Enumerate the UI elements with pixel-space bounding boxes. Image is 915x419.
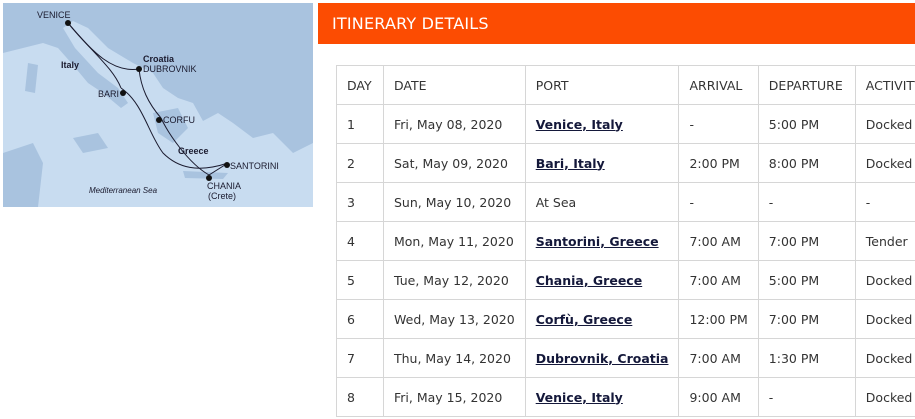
cell-departure: 5:00 PM	[757, 260, 856, 300]
cell-departure: -	[757, 182, 856, 222]
cell-arrival: 12:00 PM	[678, 299, 759, 339]
cell-activity: Docked	[854, 377, 915, 417]
cell-port: At Sea	[524, 182, 680, 222]
cell-date: Wed, May 13, 2020	[383, 299, 526, 339]
port-link[interactable]: Venice, Italy	[535, 116, 623, 132]
port-link[interactable]: Bari, Italy	[535, 155, 605, 171]
table-row: 5 Tue, May 12, 2020 Chania, Greece 7:00 AM 5…	[336, 260, 915, 300]
cell-day: 3	[336, 182, 384, 222]
column-header: ARRIVAL	[678, 65, 759, 105]
cell-port: Dubrovnik, Croatia	[524, 338, 680, 378]
column-header: ACTIVITY*	[854, 65, 915, 105]
port-link[interactable]: Dubrovnik, Croatia	[535, 350, 669, 366]
table-row: 2 Sat, May 09, 2020 Bari, Italy 2:00 PM 8:00…	[336, 143, 915, 183]
itinerary-header: ITINERARY DETAILS	[318, 3, 915, 44]
route-map: VENICE Italy Croatia DUBROVNIK BARI CORF…	[3, 3, 313, 207]
cell-activity: Docked	[854, 338, 915, 378]
cell-departure: 5:00 PM	[757, 104, 856, 144]
map-label-italy: Italy	[61, 60, 79, 70]
cell-date: Thu, May 14, 2020	[383, 338, 526, 378]
map-label-venice: VENICE	[37, 10, 71, 20]
table-row: 6 Wed, May 13, 2020 Corfù, Greece 12:00 PM 7…	[336, 299, 915, 339]
column-header: DAY	[336, 65, 384, 105]
port-dots	[65, 20, 230, 181]
cell-day: 4	[336, 221, 384, 261]
cell-departure: 1:30 PM	[757, 338, 856, 378]
cell-arrival: -	[678, 104, 759, 144]
port-link[interactable]: Corfù, Greece	[535, 311, 633, 327]
cell-activity: Docked	[854, 260, 915, 300]
cell-port: Corfù, Greece	[524, 299, 680, 339]
cell-port: Chania, Greece	[524, 260, 680, 300]
column-header: DATE	[383, 65, 526, 105]
cell-port: Venice, Italy	[524, 104, 680, 144]
map-label-bari: BARI	[98, 89, 119, 99]
cell-activity: Docked	[854, 143, 915, 183]
port-link[interactable]: Chania, Greece	[535, 272, 643, 288]
cell-arrival: 2:00 PM	[678, 143, 759, 183]
cell-departure: 7:00 PM	[757, 299, 856, 339]
port-link[interactable]: Santorini, Greece	[535, 233, 659, 249]
cell-arrival: 7:00 AM	[678, 338, 759, 378]
itinerary-table: DAYDATEPORTARRIVALDEPARTUREACTIVITY* 1Fr…	[336, 65, 915, 417]
cell-departure: 8:00 PM	[757, 143, 856, 183]
land	[3, 3, 313, 207]
map-label-santorini: SANTORINI	[230, 161, 279, 171]
cell-arrival: -	[678, 182, 759, 222]
cell-activity: Tender	[854, 221, 915, 261]
cell-port: Santorini, Greece	[524, 221, 680, 261]
map-label-dubrovnik: DUBROVNIK	[143, 64, 197, 74]
cell-arrival: 7:00 AM	[678, 221, 759, 261]
cell-date: Fri, May 15, 2020	[383, 377, 526, 417]
cell-day: 6	[336, 299, 384, 339]
cell-date: Sun, May 10, 2020	[383, 182, 526, 222]
cell-date: Sat, May 09, 2020	[383, 143, 526, 183]
map-label-sea: Mediterranean Sea	[89, 186, 158, 195]
cell-date: Mon, May 11, 2020	[383, 221, 526, 261]
map-label-chania: CHANIA	[207, 181, 241, 191]
port-link[interactable]: Venice, Italy	[535, 389, 623, 405]
cell-departure: -	[757, 377, 856, 417]
map-label-corfu: CORFU	[163, 115, 195, 125]
table-row: 4 Mon, May 11, 2020 Santorini, Greece 7:00 …	[336, 221, 915, 261]
table-row: 1 Fri, May 08, 2020 Venice, Italy -5:00 PM D…	[336, 104, 915, 144]
cell-activity: Docked	[854, 104, 915, 144]
cell-day: 5	[336, 260, 384, 300]
cell-activity: Docked	[854, 299, 915, 339]
cell-port: Venice, Italy	[524, 377, 680, 417]
cell-port: Bari, Italy	[524, 143, 680, 183]
cell-day: 1	[336, 104, 384, 144]
map-label-croatia: Croatia	[143, 54, 175, 64]
table-row: 7 Thu, May 14, 2020 Dubrovnik, Croatia 7:00…	[336, 338, 915, 378]
map-label-greece: Greece	[178, 146, 209, 156]
cell-date: Tue, May 12, 2020	[383, 260, 526, 300]
cell-arrival: 7:00 AM	[678, 260, 759, 300]
cell-day: 2	[336, 143, 384, 183]
table-header-row: DAYDATEPORTARRIVALDEPARTUREACTIVITY*	[336, 65, 915, 105]
cell-departure: 7:00 PM	[757, 221, 856, 261]
table-row: 8 Fri, May 15, 2020 Venice, Italy 9:00 AM - D…	[336, 377, 915, 417]
cell-day: 8	[336, 377, 384, 417]
column-header: PORT	[524, 65, 680, 105]
cell-day: 7	[336, 338, 384, 378]
cell-date: Fri, May 08, 2020	[383, 104, 526, 144]
cell-arrival: 9:00 AM	[678, 377, 759, 417]
table-row: 3 Sun, May 10, 2020 At Sea - - -	[336, 182, 915, 222]
column-header: DEPARTURE	[757, 65, 856, 105]
cell-activity: -	[854, 182, 915, 222]
map-label-crete: (Crete)	[208, 191, 236, 201]
